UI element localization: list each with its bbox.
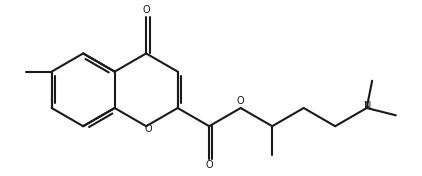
Text: N: N [364,101,371,111]
Text: O: O [206,161,213,171]
Text: O: O [142,5,150,15]
Text: O: O [237,96,244,106]
Text: O: O [144,124,152,134]
